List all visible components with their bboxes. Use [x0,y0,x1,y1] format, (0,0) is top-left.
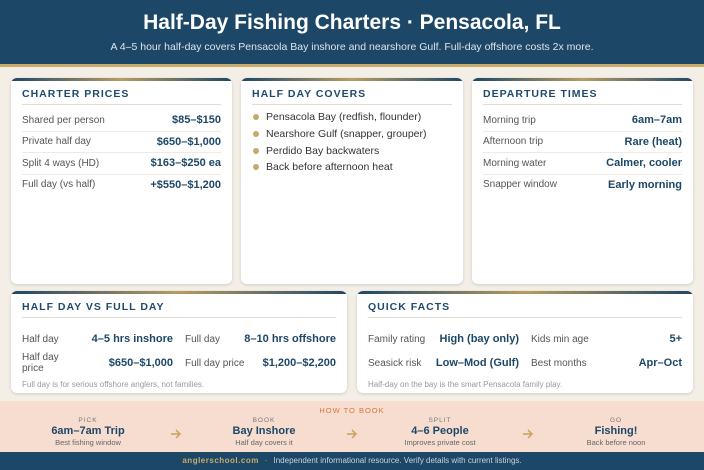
value: +$550–$1,200 [150,178,221,191]
label: Best months [531,357,587,369]
value: 6am–7am [631,114,682,127]
arrow [523,429,534,439]
pair: Family rating High (bay only) [368,327,519,351]
value: Low–Mod (Gulf) [435,357,519,369]
label: Full day price [185,357,245,369]
value: 8–10 hrs offshore [244,333,336,345]
step-title: 4–6 People [411,425,469,437]
list-item: Back before afternoon heat [252,159,452,176]
value: 5+ [669,333,682,345]
row: Full day (vs half) +$550–$1,200 [22,175,221,196]
list-item: Perdido Bay backwaters [252,142,452,159]
footer-text: Independent informational resource. Veri… [273,456,522,465]
grid: Half day 4–5 hrs inshore Full day 8–10 hrs … [22,327,336,375]
pair: Seasick risk Low–Mod (Gulf) [368,351,519,375]
step-title: Bay Inshore [232,425,296,437]
card-title: HALF DAY COVERS [252,88,452,105]
card: QUICK FACTS Family rating High (bay only) K… [357,291,693,393]
pair: Full day 8–10 hrs offshore [185,327,336,351]
label: Afternoon trip [483,136,544,148]
label: Morning trip [483,114,536,126]
title: Half-Day Fishing Charters · Pensacola, F… [143,11,561,34]
card-title: DEPARTURE TIMES [483,88,682,105]
site: anglerschool.com [182,456,259,465]
step: GO Fishing! Back before noon [536,417,696,447]
label: Private half day [22,136,91,148]
step-detail: Back before noon [586,438,646,447]
pair: Half day 4–5 hrs inshore [22,327,173,351]
step-label: SPLIT [428,417,452,424]
row: Morning trip 6am–7am [483,110,682,132]
value: Calmer, cooler [606,157,682,170]
pair: Full day price $1,200–$2,200 [185,351,336,375]
step-label: GO [609,417,623,424]
value: High (bay only) [439,333,519,345]
card: DEPARTURE TIMES Morning trip 6am–7am Aftern… [472,78,693,284]
label: Morning water [483,157,547,169]
grid: Family rating High (bay only) Kids min age… [368,327,682,375]
label: Snapper window [483,179,557,191]
subtitle: A 4–5 hour half-day covers Pensacola Bay… [110,41,594,53]
value: $85–$150 [172,114,221,127]
row: Private half day $650–$1,000 [22,132,221,153]
card: HALF DAY VS FULL DAY Half day 4–5 hrs insh… [11,291,347,393]
card: HALF DAY COVERS Pensacola Bay (redfish, f… [241,78,463,284]
value: Early morning [608,178,682,191]
how-to-book: HOW TO BOOK PICK 6am–7am Trip Best fishing… [0,401,704,452]
card-title: HALF DAY VS FULL DAY [22,301,336,318]
pair: Half day price $650–$1,000 [22,351,173,375]
footer: anglerschool.com · Independent information… [0,452,704,470]
step-detail: Best fishing window [55,438,121,447]
pair: Best months Apr–Oct [531,351,682,375]
label: Seasick risk [368,357,422,369]
list-item: Pensacola Bay (redfish, flounder) [252,109,452,126]
rows: Morning trip 6am–7am Afternoon trip Rare (h… [483,110,682,195]
label: Full day [185,333,221,345]
arrow [347,429,358,439]
rows: Shared per person $85–$150 Private half da… [22,110,221,195]
step-label: BOOK [252,417,276,424]
step-detail: Improves private cost [404,438,476,447]
label: Shared per person [22,114,105,126]
step-detail: Half day covers it [235,438,293,447]
arrow [171,429,182,439]
value: $650–$1,000 [108,357,173,369]
row: Split 4 ways (HD) $163–$250 ea [22,153,221,175]
step-title: 6am–7am Trip [51,425,125,437]
label: Half day price [22,352,59,374]
header: Half-Day Fishing Charters · Pensacola, F… [0,0,704,67]
label: Split 4 ways (HD) [22,157,100,169]
row: Shared per person $85–$150 [22,110,221,132]
value: $163–$250 ea [150,157,221,170]
note: Full day is for serious offshore anglers… [22,380,205,389]
label: Half day [22,333,59,345]
list-item: Nearshore Gulf (snapper, grouper) [252,126,452,143]
step: PICK 6am–7am Trip Best fishing window [8,417,168,447]
label: Full day (vs half) [22,179,96,191]
card: CHARTER PRICES Shared per person $85–$150 P… [11,78,232,284]
separator: · [264,456,268,465]
value: Rare (heat) [624,135,682,148]
step-label: PICK [78,417,98,424]
card-title: QUICK FACTS [368,301,682,318]
list: Pensacola Bay (redfish, flounder) Nearsho… [252,109,452,176]
pair: Kids min age 5+ [531,327,682,351]
step: BOOK Bay Inshore Half day covers it [184,417,344,447]
row: Afternoon trip Rare (heat) [483,132,682,153]
row: Snapper window Early morning [483,175,682,196]
value: Apr–Oct [638,357,682,369]
row: Morning water Calmer, cooler [483,153,682,175]
value: $650–$1,000 [156,135,221,148]
label: Family rating [368,333,426,345]
card-title: CHARTER PRICES [22,88,221,105]
section-title: HOW TO BOOK [319,406,385,415]
note: Half-day on the bay is the smart Pensaco… [368,380,563,389]
label: Kids min age [531,333,589,345]
value: $1,200–$2,200 [262,357,336,369]
step: SPLIT 4–6 People Improves private cost [360,417,520,447]
step-title: Fishing! [594,425,638,437]
value: 4–5 hrs inshore [91,333,173,345]
